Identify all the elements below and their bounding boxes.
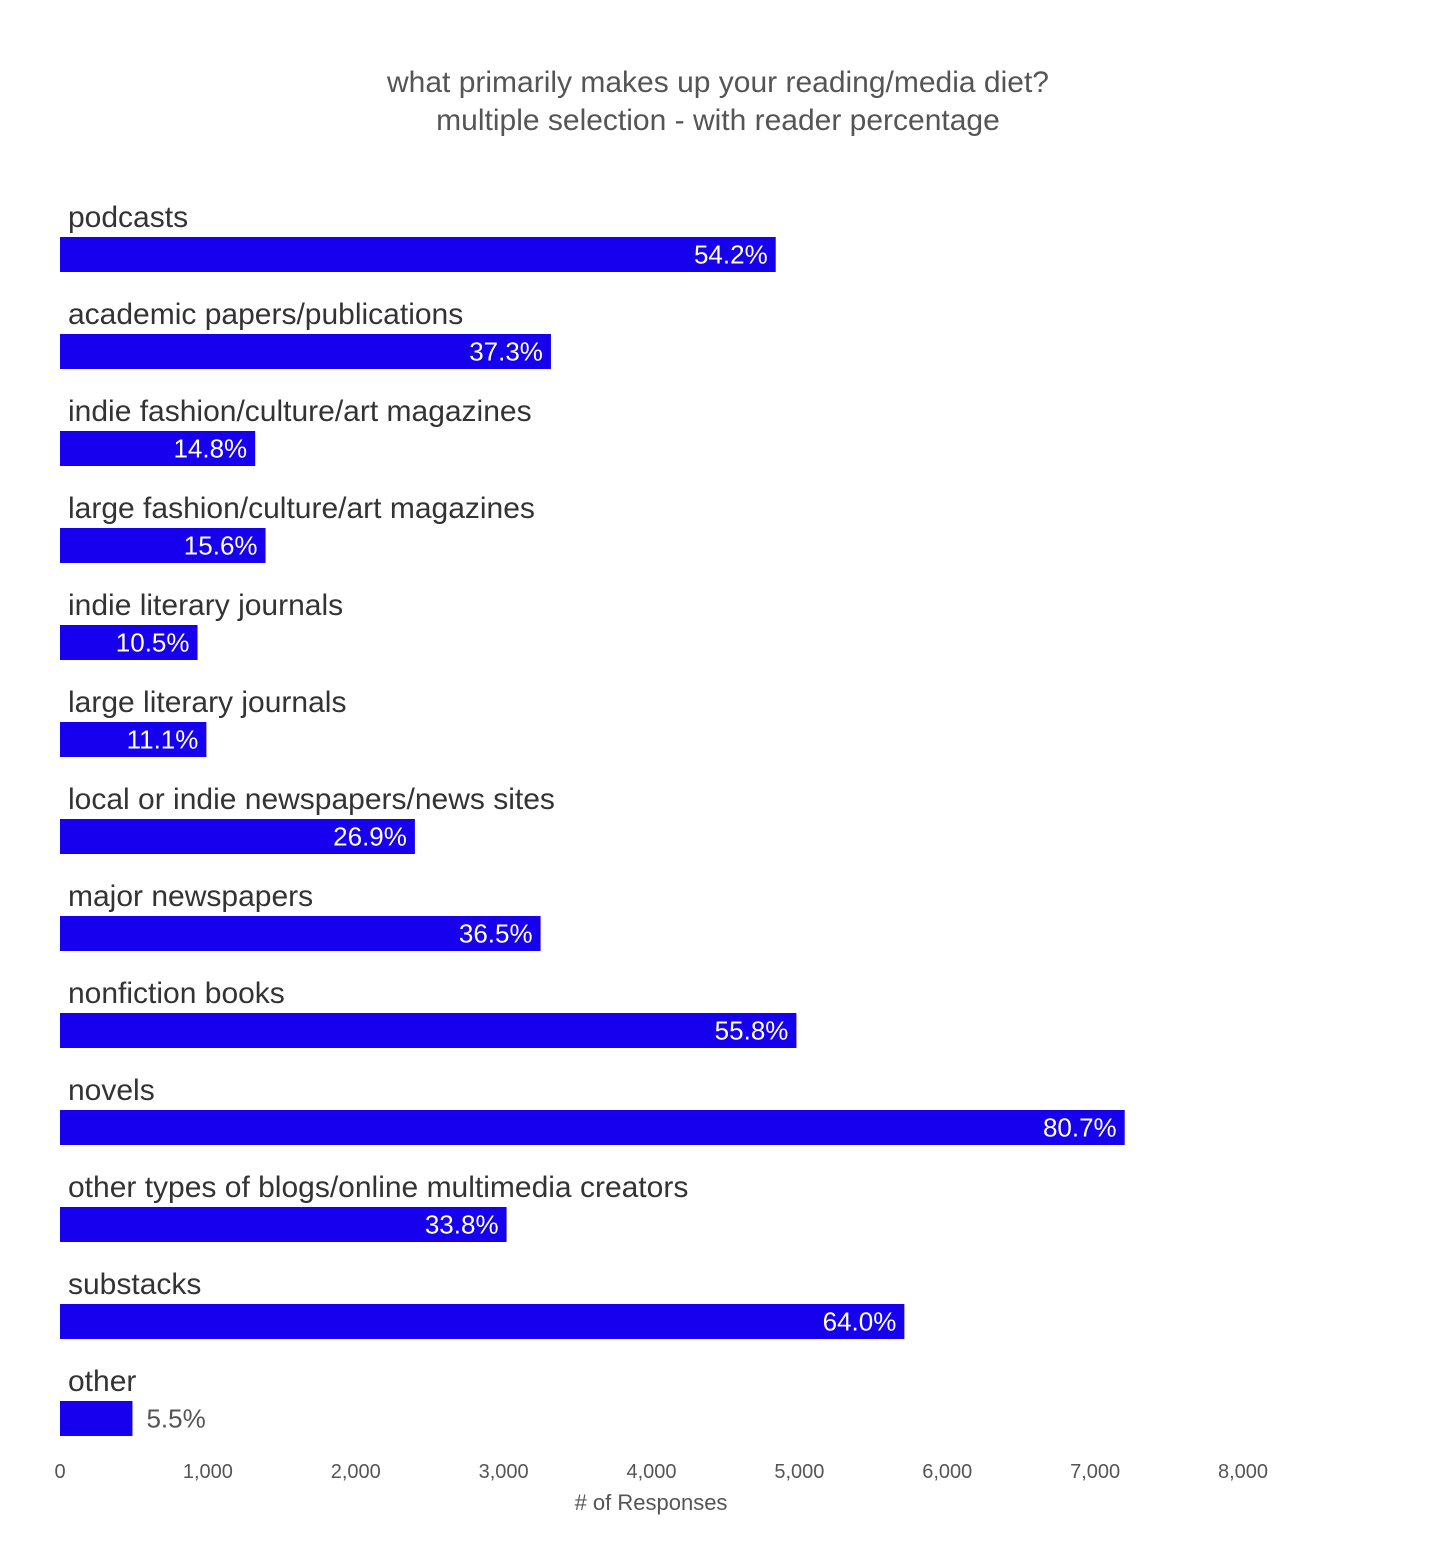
x-tick-label: 3,000 — [479, 1461, 529, 1483]
x-tick-label: 0 — [54, 1461, 65, 1483]
category-label: other types of blogs/online multimedia c… — [68, 1171, 688, 1204]
data-label: 10.5% — [116, 628, 190, 658]
bar — [60, 625, 198, 660]
category-label: other — [68, 1365, 136, 1398]
category-label: nonfiction books — [68, 977, 285, 1010]
category-label: major newspapers — [68, 880, 313, 913]
x-tick-label: 7,000 — [1070, 1461, 1120, 1483]
chart-subtitle: multiple selection - with reader percent… — [436, 104, 1000, 137]
bar — [60, 237, 776, 272]
x-tick-label: 6,000 — [922, 1461, 972, 1483]
data-label: 54.2% — [694, 240, 768, 270]
data-label: 11.1% — [127, 725, 199, 755]
bar — [60, 819, 415, 854]
bar — [60, 1304, 905, 1339]
x-tick-label: 5,000 — [774, 1461, 824, 1483]
category-label: large literary journals — [68, 686, 346, 719]
bar — [60, 1013, 797, 1048]
bar — [60, 1110, 1125, 1145]
category-label: indie literary journals — [68, 589, 343, 622]
bar — [60, 722, 207, 757]
bar — [60, 431, 256, 466]
x-tick-label: 1,000 — [183, 1461, 233, 1483]
data-label: 5.5% — [146, 1404, 205, 1434]
data-label: 36.5% — [459, 919, 533, 949]
category-label: podcasts — [68, 201, 188, 234]
x-tick-label: 4,000 — [626, 1461, 676, 1483]
chart-title: what primarily makes up your reading/med… — [387, 66, 1049, 99]
data-label: 14.8% — [173, 434, 247, 464]
data-label: 55.8% — [715, 1016, 789, 1046]
data-label: 33.8% — [425, 1210, 499, 1240]
x-tick-label: 8,000 — [1218, 1461, 1268, 1483]
category-label: academic papers/publications — [68, 298, 463, 331]
x-tick-label: 2,000 — [331, 1461, 381, 1483]
data-label: 26.9% — [333, 822, 407, 852]
data-label: 64.0% — [823, 1307, 897, 1337]
data-label: 37.3% — [469, 337, 543, 367]
bar — [60, 1207, 507, 1242]
bar — [60, 528, 266, 563]
bar — [60, 1401, 133, 1436]
category-label: novels — [68, 1074, 155, 1107]
data-label: 15.6% — [184, 531, 258, 561]
category-label: indie fashion/culture/art magazines — [68, 395, 532, 428]
data-label: 80.7% — [1043, 1113, 1117, 1143]
category-label: local or indie newspapers/news sites — [68, 783, 555, 816]
bar — [60, 916, 541, 951]
bar — [60, 334, 551, 369]
category-label: substacks — [68, 1268, 201, 1301]
x-axis-label: # of Responses — [575, 1490, 728, 1515]
category-label: large fashion/culture/art magazines — [68, 492, 535, 525]
